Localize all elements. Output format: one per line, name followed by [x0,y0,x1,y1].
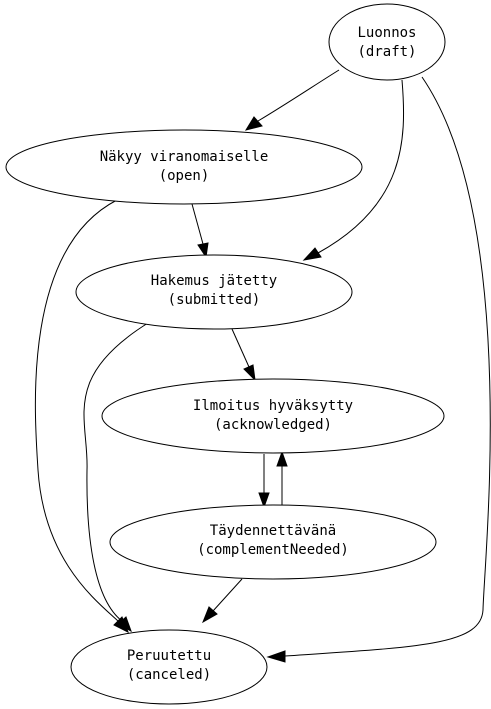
node-complementneeded-shape [109,504,437,580]
node-draft: Luonnos (draft) [328,3,446,81]
edges [34,69,491,663]
edge-open-to-submitted [191,203,209,259]
edge-submitted-to-canceled [83,322,149,633]
node-open: Näkyy viranomaiselle (open) [5,129,363,205]
node-canceled-shape [70,629,268,705]
node-submitted-shape [75,254,353,330]
node-draft-subtitle: (draft) [357,44,416,60]
node-acknowledged-title: Ilmoitus hyväksytty [193,398,353,414]
nodes: Luonnos (draft) Näkyy viranomaiselle (op… [5,3,446,705]
node-canceled-title: Peruutettu [127,648,211,664]
edge-draft-to-canceled [266,76,491,663]
node-submitted-subtitle: (submitted) [168,292,261,308]
node-complementneeded: Täydennettävänä (complementNeeded) [109,504,437,580]
node-submitted: Hakemus jätetty (submitted) [75,254,353,330]
node-acknowledged-subtitle: (acknowledged) [214,417,332,433]
node-open-subtitle: (open) [159,168,210,184]
node-open-title: Näkyy viranomaiselle [100,149,269,165]
edge-acknowledged-to-complementneeded [258,454,270,509]
edge-complementneeded-to-canceled [202,578,243,624]
node-acknowledged: Ilmoitus hyväksytty (acknowledged) [101,378,445,454]
node-acknowledged-shape [101,378,445,454]
node-draft-title: Luonnos [357,25,416,41]
edge-draft-to-submitted [302,79,405,261]
edge-complementneeded-to-acknowledged [276,450,288,505]
node-submitted-title: Hakemus jätetty [151,273,277,289]
node-canceled: Peruutettu (canceled) [70,629,268,705]
edge-draft-to-open [244,69,340,131]
node-draft-shape [328,3,446,81]
node-complementneeded-title: Täydennettävänä [210,523,336,539]
node-open-shape [5,129,363,205]
edge-submitted-to-acknowledged [231,328,256,382]
node-canceled-subtitle: (canceled) [127,667,211,683]
node-complementneeded-subtitle: (complementNeeded) [197,542,349,558]
